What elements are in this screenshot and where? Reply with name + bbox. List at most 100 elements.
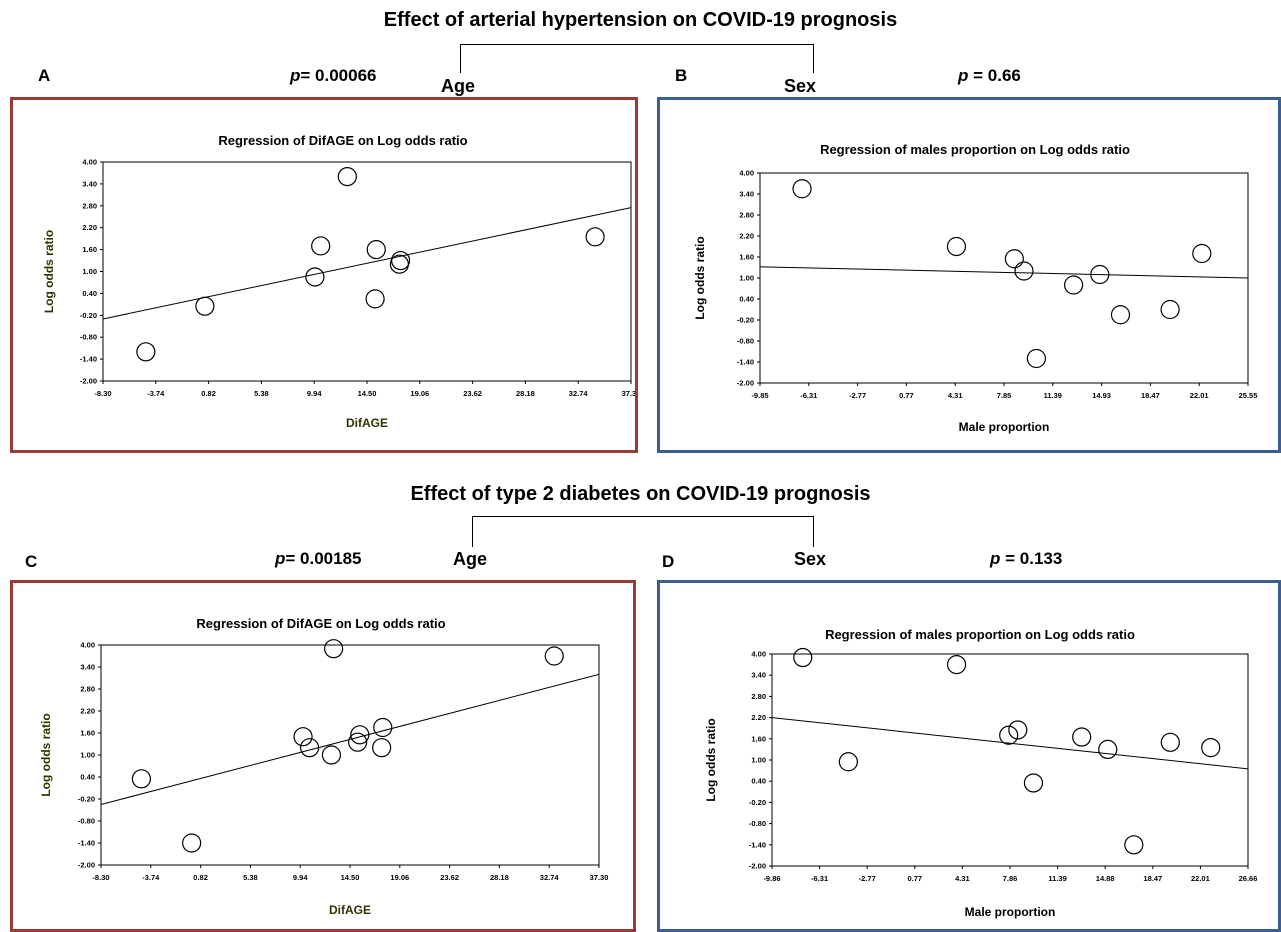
plot-frame — [100, 644, 600, 866]
y-tick-label: 3.40 — [80, 663, 95, 672]
y-tick-label: 3.40 — [739, 190, 754, 199]
age-label-bottom: Age — [453, 549, 488, 569]
x-tick-label: 37.30 — [622, 389, 635, 398]
y-tick-label: -2.00 — [749, 862, 766, 871]
y-tick-label: 4.00 — [739, 169, 754, 178]
y-tick-label: -0.80 — [737, 337, 754, 346]
y-tick-label: -0.20 — [78, 795, 95, 804]
data-point — [1160, 299, 1180, 320]
y-tick-label: -0.80 — [78, 817, 95, 826]
panel-c-p-symbol: p — [275, 549, 286, 568]
x-tick-label: 5.38 — [254, 389, 269, 398]
data-point — [365, 289, 385, 309]
data-point — [311, 236, 331, 256]
data-point — [131, 769, 152, 789]
x-tick-label: -8.30 — [92, 873, 109, 882]
x-tick-label: -2.77 — [859, 874, 876, 883]
chart-title: Regression of males proportion on Log od… — [820, 142, 1130, 157]
y-tick-label: 0.40 — [82, 289, 97, 298]
bottom-section-title: Effect of type 2 diabetes on COVID-19 pr… — [410, 483, 871, 505]
data-point — [324, 639, 344, 659]
plot-frame — [102, 161, 632, 382]
y-tick-label: 3.40 — [82, 179, 97, 188]
y-tick-label: 2.20 — [82, 223, 97, 232]
x-tick-label: 5.38 — [243, 873, 258, 882]
data-point — [1026, 348, 1046, 369]
chart-title: Regression of males proportion on Log od… — [825, 627, 1135, 642]
y-axis-label: Log odds ratio — [39, 713, 53, 796]
y-tick-label: 0.40 — [739, 295, 754, 304]
x-tick-label: 7.86 — [1003, 874, 1018, 883]
y-tick-label: -2.00 — [80, 377, 97, 386]
x-tick-label: 32.74 — [569, 389, 589, 398]
scatter-plot-svg: Regression of DifAGE on Log odds ratio 4.… — [42, 133, 635, 430]
x-tick-label: 14.50 — [341, 873, 360, 882]
data-point — [321, 745, 342, 765]
x-tick-label: 9.94 — [293, 873, 308, 882]
y-tick-label: 2.20 — [739, 232, 754, 241]
data-point — [136, 342, 156, 362]
data-point — [544, 646, 564, 666]
x-tick-label: -3.74 — [147, 389, 165, 398]
x-tick-label: 22.01 — [1191, 874, 1210, 883]
y-tick-label: -0.20 — [749, 798, 766, 807]
age-sex-bracket-bottom — [472, 516, 814, 547]
x-tick-label: 23.62 — [463, 389, 482, 398]
data-point — [1014, 261, 1034, 281]
data-point — [1064, 275, 1084, 295]
x-tick-label: 19.06 — [390, 873, 409, 882]
x-tick-label: 18.47 — [1141, 391, 1160, 400]
x-tick-label: 14.93 — [1092, 391, 1111, 400]
regression-line — [103, 207, 631, 320]
y-tick-label: -2.00 — [737, 379, 754, 388]
panel-c-p-value: = 0.00185 — [285, 549, 362, 568]
x-tick-label: 32.74 — [540, 873, 560, 882]
panel-a-p-symbol: p — [290, 66, 301, 85]
chart-title: Regression of DifAGE on Log odds ratio — [218, 133, 467, 148]
y-tick-label: 1.60 — [80, 729, 95, 738]
panel-d-p-value: = 0.133 — [1000, 549, 1063, 568]
x-tick-label: -9.86 — [763, 874, 780, 883]
data-point — [1124, 835, 1144, 855]
panel-a-pvalue: p= 0.00066 — [290, 66, 377, 86]
data-point — [390, 250, 411, 271]
data-point — [946, 654, 967, 675]
y-tick-label: -0.20 — [80, 311, 97, 320]
y-axis-label: Log odds ratio — [42, 230, 56, 313]
y-tick-label: 1.60 — [82, 245, 97, 254]
y-tick-label: 0.40 — [80, 773, 95, 782]
x-tick-label: 0.82 — [201, 389, 216, 398]
x-tick-label: 26.66 — [1239, 874, 1258, 883]
x-tick-label: 9.94 — [307, 389, 322, 398]
x-tick-label: 7.85 — [997, 391, 1012, 400]
chart-title: Regression of DifAGE on Log odds ratio — [196, 616, 445, 631]
y-axis-label: Log odds ratio — [693, 236, 707, 319]
data-point — [182, 833, 202, 853]
y-tick-label: -0.20 — [737, 316, 754, 325]
data-point — [373, 717, 393, 738]
x-tick-label: 28.18 — [516, 389, 535, 398]
data-point — [1160, 732, 1180, 752]
x-tick-label: 0.77 — [907, 874, 922, 883]
data-point — [946, 236, 967, 257]
y-tick-label: -2.00 — [78, 861, 95, 870]
x-tick-label: 4.31 — [948, 391, 963, 400]
y-tick-label: 2.80 — [751, 692, 766, 701]
panel-a-chart: Regression of DifAGE on Log odds ratio 4.… — [10, 97, 638, 453]
x-tick-label: 11.39 — [1044, 391, 1062, 400]
panel-d-p-symbol: p — [990, 549, 1001, 568]
x-tick-label: 25.55 — [1239, 391, 1258, 400]
y-tick-label: 2.80 — [739, 211, 754, 220]
x-tick-label: 0.82 — [193, 873, 208, 882]
panel-c-pvalue: p= 0.00185 — [275, 549, 362, 569]
regression-line — [772, 717, 1248, 770]
data-point — [793, 647, 813, 668]
data-point — [838, 752, 858, 772]
sex-label-bottom: Sex — [794, 549, 827, 569]
y-tick-label: 2.20 — [80, 707, 95, 716]
x-tick-label: 14.50 — [358, 389, 377, 398]
y-tick-label: 4.00 — [751, 650, 766, 659]
x-tick-label: -6.31 — [811, 874, 828, 883]
y-tick-label: 1.60 — [751, 734, 766, 743]
data-point — [1201, 738, 1221, 758]
